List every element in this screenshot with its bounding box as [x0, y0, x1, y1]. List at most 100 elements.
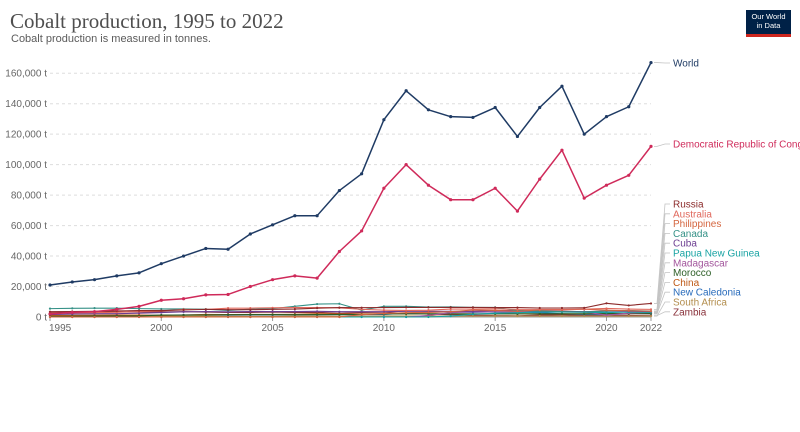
data-point: [538, 105, 542, 110]
series-label-world: World: [673, 59, 699, 70]
data-point: [137, 271, 141, 275]
data-point: [293, 214, 297, 218]
data-point: [405, 311, 408, 314]
series-labels: World Democratic Republic of Congo RussiaA…: [654, 59, 800, 318]
data-point: [293, 306, 296, 309]
data-point: [560, 306, 564, 310]
series-label-china: China: [673, 278, 700, 289]
data-point: [159, 298, 163, 302]
data-point: [159, 262, 163, 266]
data-point: [516, 310, 519, 313]
y-tick-label: 120,000 t: [5, 130, 47, 141]
data-point: [48, 312, 52, 316]
data-point: [471, 313, 475, 316]
series-label-new-caledonia: New Caledonia: [673, 288, 741, 299]
data-point: [70, 280, 74, 284]
data-point: [48, 307, 52, 310]
data-point: [382, 306, 385, 309]
data-point: [137, 307, 141, 310]
data-point: [538, 314, 541, 318]
label-leader-line: [654, 291, 670, 315]
data-point: [293, 307, 296, 311]
data-point: [226, 315, 230, 319]
x-tick-label: 2020: [595, 323, 618, 334]
label-leader-line: [654, 232, 670, 312]
data-point: [115, 315, 118, 319]
data-point: [181, 254, 186, 258]
chart-title: Cobalt production, 1995 to 2022: [10, 9, 284, 33]
data-point: [226, 292, 230, 297]
data-point: [204, 315, 207, 319]
series-line-democratic-republic-of-congo: [49, 145, 652, 315]
series-line-philippines: [50, 308, 652, 318]
data-point: [338, 313, 341, 316]
data-point: [249, 315, 252, 319]
label-leader-line: [654, 311, 670, 317]
x-tick-label: 2005: [261, 323, 284, 334]
data-point: [382, 315, 385, 319]
data-point: [160, 311, 163, 314]
x-tick-label: 2015: [484, 323, 507, 334]
data-point: [360, 313, 363, 316]
data-point: [360, 308, 363, 311]
data-point: [204, 313, 207, 316]
data-point: [471, 198, 475, 202]
data-point: [293, 315, 296, 319]
series-label-democratic-republic-of-congo: Democratic Republic of Congo: [673, 140, 800, 151]
series-label-south-africa: South Africa: [673, 298, 727, 309]
data-point: [137, 315, 141, 319]
data-point: [160, 309, 163, 312]
logo-line-1: Our World: [751, 12, 786, 21]
data-point: [382, 310, 385, 313]
series-line-morocco: [49, 312, 651, 317]
x-tick-label: 2022: [640, 323, 663, 334]
data-point: [226, 307, 230, 310]
data-point: [471, 307, 475, 311]
data-point: [471, 306, 475, 309]
data-point: [604, 183, 609, 187]
data-point: [338, 306, 341, 309]
data-point: [48, 310, 52, 313]
data-point: [249, 310, 252, 313]
data-point: [338, 310, 341, 313]
data-point: [337, 188, 341, 193]
data-point: [582, 196, 586, 200]
data-point: [494, 314, 497, 318]
data-point: [583, 306, 586, 309]
data-point: [293, 313, 296, 316]
y-tick-label: 100,000 t: [5, 160, 47, 171]
data-point: [93, 307, 96, 310]
data-point: [249, 313, 252, 316]
series-line-canada: [49, 303, 652, 313]
data-point: [270, 223, 275, 227]
data-point: [449, 307, 452, 311]
data-point: [494, 306, 497, 309]
data-point: [271, 306, 274, 309]
owid-logo[interactable]: Our World in Data: [746, 10, 791, 37]
data-point: [182, 315, 185, 319]
data-point: [427, 315, 430, 319]
data-point: [293, 310, 296, 313]
data-point: [494, 312, 497, 315]
data-point: [560, 312, 564, 315]
series-lines: [48, 60, 653, 319]
data-point: [92, 310, 97, 314]
data-point: [538, 177, 542, 181]
data-point: [449, 310, 452, 313]
data-point: [271, 315, 274, 319]
data-point: [271, 313, 274, 316]
label-leader-line: [654, 301, 670, 317]
data-point: [449, 198, 453, 202]
data-point: [427, 314, 430, 317]
data-point: [360, 172, 364, 176]
data-point: [248, 232, 252, 236]
data-point: [204, 310, 207, 313]
data-point: [315, 214, 319, 218]
data-point: [627, 314, 630, 318]
series-line-world: [49, 62, 652, 286]
label-leader-line: [654, 262, 670, 313]
x-tick-label: 2010: [373, 323, 396, 334]
data-point: [449, 306, 452, 309]
data-point: [560, 310, 564, 313]
